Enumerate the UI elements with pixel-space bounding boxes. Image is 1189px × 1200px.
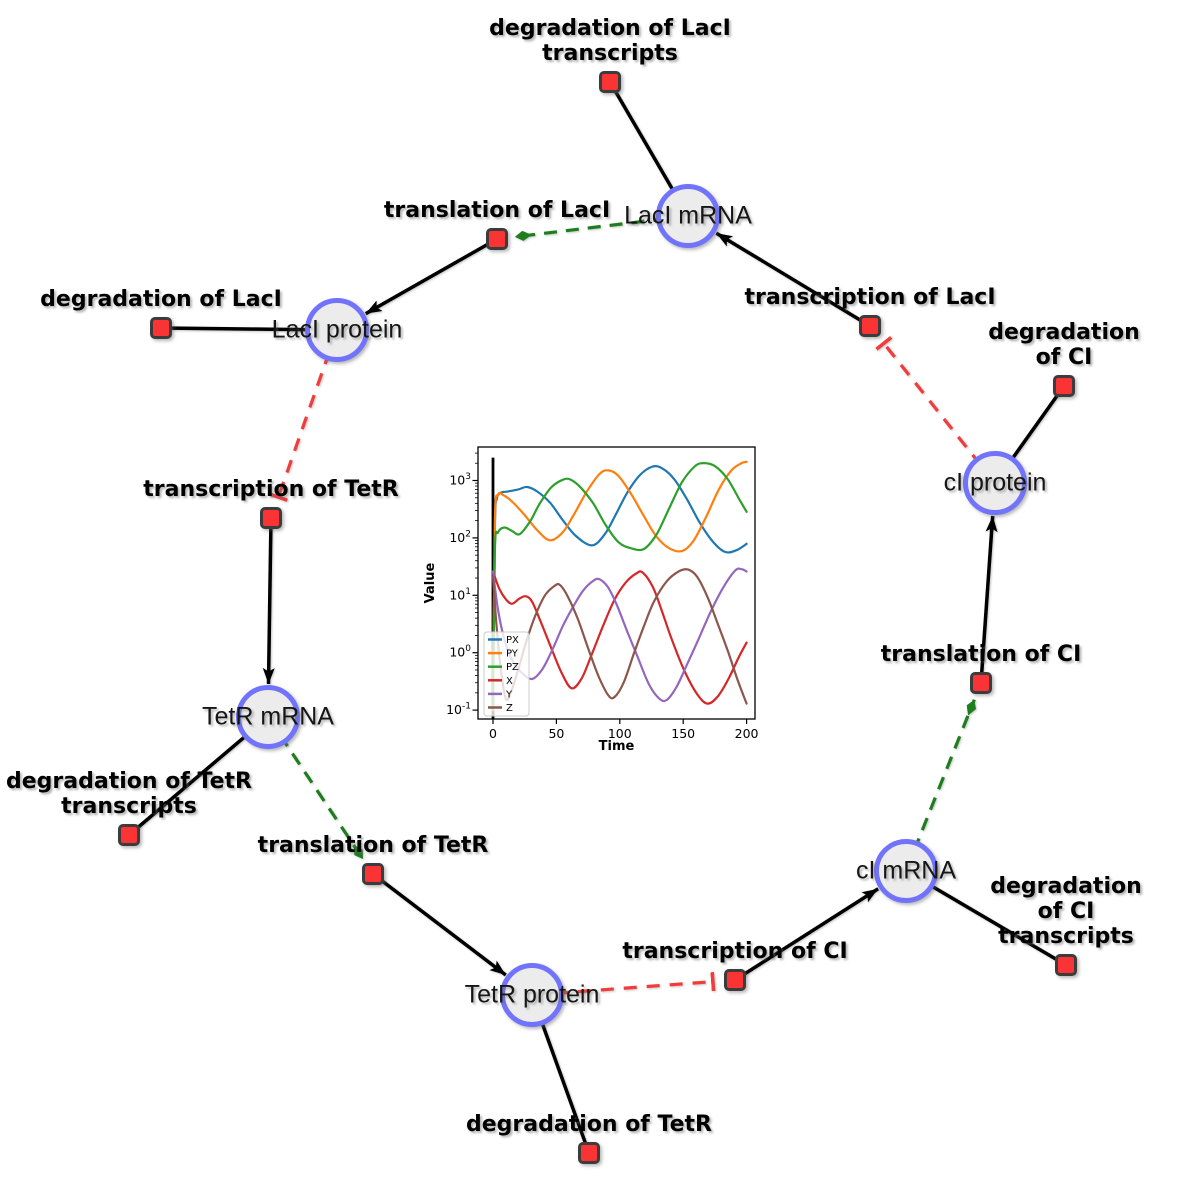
reaction-node-deg_tetr_tx[interactable] [118,824,140,846]
edge-product-transl_laci-laci_protein [364,237,498,316]
plot-y-tick-label: 100 [449,644,471,660]
plot-x-axis-label: Time [599,739,635,754]
edge-product-tc_laci-laci_mrna [715,231,871,328]
species-node-laci_mrna[interactable] [656,184,720,248]
reaction-node-deg_tetr[interactable] [578,1142,600,1164]
reaction-node-deg_ci[interactable] [1053,375,1075,397]
species-node-tetr_protein[interactable] [500,963,564,1027]
edge-product-transl_tetr-tetr_protein [371,872,507,977]
reaction-node-tc_laci[interactable] [859,315,881,337]
simulation-plot: 0 50 100 150 200 10-1 100 101 102 103 Time Value PX P… [420,438,772,760]
edge-product-tc_ci-ci_mrna [734,887,880,982]
reaction-node-tc_tetr[interactable] [260,507,282,529]
reaction-node-tc_ci[interactable] [724,969,746,991]
legend-label-PY: PY [506,649,519,660]
reaction-node-deg_laci_tx[interactable] [599,71,621,93]
plot-x-tick-label: 0 [489,726,497,741]
plot-x-tick-label: 100 [608,726,632,741]
plot-x-tick-label: 50 [548,726,564,741]
reaction-node-transl_tetr[interactable] [362,863,384,885]
legend-label-Y: Y [505,689,513,700]
reaction-node-transl_ci[interactable] [970,672,992,694]
plot-y-tick-label: 101 [449,587,471,603]
reaction-node-deg_laci[interactable] [150,317,172,339]
species-node-ci_mrna[interactable] [874,839,938,903]
plot-series-PZ [491,461,748,712]
legend-label-PZ: PZ [506,662,519,673]
legend-label-Z: Z [506,703,513,714]
species-node-tetr_mrna[interactable] [236,685,300,749]
plot-y-tick-label: 10-1 [446,702,471,718]
plot-legend: PX PY PZ XYZ [483,631,530,717]
simulation-plot-svg: 0 50 100 150 20010-1100101102103TimeValuePXP… [423,446,759,754]
reaction-node-deg_ci_tx[interactable] [1055,954,1077,976]
species-node-laci_protein[interactable] [305,298,369,362]
edge-product-transl_ci-ci_protein [979,515,998,684]
plot-series-PY [491,460,748,712]
plot-y-tick-label: 103 [449,472,471,488]
species-node-ci_protein[interactable] [963,451,1027,515]
plot-y-tick-label: 102 [449,529,471,545]
edge-product-tc_tetr-tetr_mrna [262,517,275,685]
plot-series-PX [491,465,748,712]
plot-border [477,446,756,720]
plot-x-tick-label: 200 [735,726,759,741]
reaction-node-transl_laci[interactable] [486,228,508,250]
legend-label-X: X [506,676,513,687]
legend-label-PX: PX [506,635,519,646]
plot-y-axis-label: Value [423,562,438,603]
plot-series-X [491,570,748,705]
plot-x-tick-label: 150 [671,726,695,741]
